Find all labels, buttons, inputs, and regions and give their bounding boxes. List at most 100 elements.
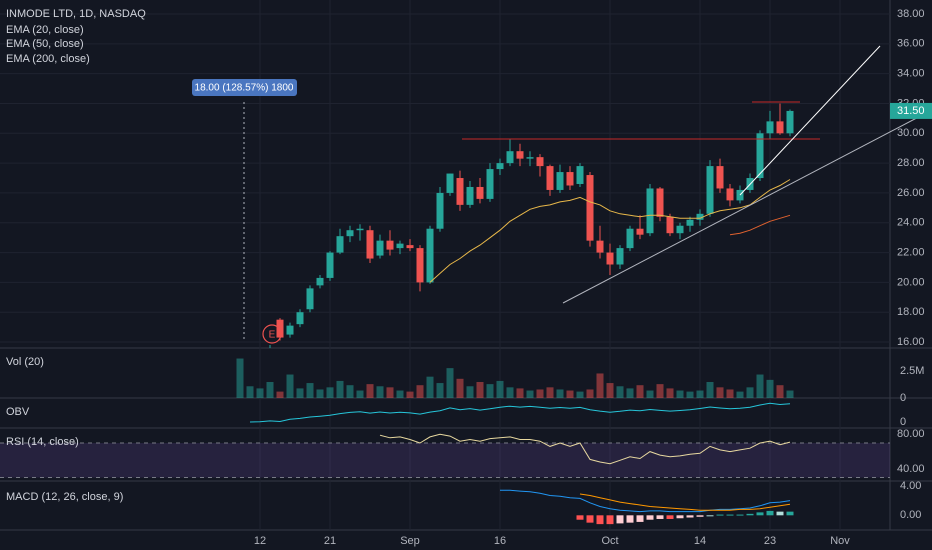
legend-entry: EMA (20, close) [6, 24, 84, 36]
candle-body [396, 243, 404, 249]
price-axis: 12 21 Sep 16 Oct 14 23 Nov 16.00 18.00 20.00 22.00 2… [254, 8, 932, 547]
y-tick-label: 34.00 [897, 68, 925, 80]
candle-body [776, 121, 784, 134]
volume-bar [306, 383, 314, 398]
candle-body [486, 169, 494, 199]
volume-bar [626, 388, 634, 398]
signal-line [579, 493, 791, 511]
candle-body [766, 121, 774, 134]
volume-bar [416, 385, 424, 398]
candle-body [566, 172, 574, 186]
candle-body [706, 166, 714, 214]
volume-bar [256, 388, 264, 398]
y-tick-label: 22.00 [897, 246, 925, 258]
volume-bar [356, 390, 364, 398]
candle-body [626, 228, 634, 249]
macd-histogram-bar [706, 515, 714, 517]
candle-body [686, 219, 694, 226]
candle-body [676, 225, 684, 234]
candle-body [376, 240, 384, 256]
ema-line [429, 179, 791, 283]
y-tick-label: 0 [900, 416, 906, 428]
candle-body [436, 192, 444, 229]
macd-histogram-bar [726, 514, 734, 516]
macd-histogram-bar [676, 515, 684, 519]
macd-histogram-bar [716, 514, 724, 516]
trend-line [739, 45, 881, 196]
volume-bar [376, 386, 384, 398]
volume-bar [236, 358, 244, 398]
macd-histogram-bar [686, 515, 694, 518]
volume-bar [506, 387, 514, 398]
candle-body [456, 178, 464, 205]
volume-bar [656, 384, 664, 398]
volume-bar [616, 386, 624, 398]
candle-body [346, 230, 354, 237]
candle-body [576, 166, 584, 184]
macd-histogram-bar [586, 515, 594, 523]
candle-body [406, 245, 414, 249]
volume-bar [686, 391, 694, 398]
volume-bar [556, 389, 564, 398]
macd-histogram-bar [576, 515, 584, 520]
pane-title: RSI (14, close) [6, 436, 79, 448]
macd-histogram-bar [736, 514, 744, 516]
volume-bar [436, 383, 444, 398]
macd-histogram-bar [756, 512, 764, 516]
volume-bar [446, 368, 454, 398]
y-tick-label: 18.00 [897, 306, 925, 318]
candle-body [536, 157, 544, 167]
candle-body [276, 319, 284, 338]
candle-body [656, 188, 664, 217]
macd-histogram-bar [766, 510, 774, 516]
pane-title: Vol (20) [6, 356, 44, 368]
candle-body [526, 157, 534, 159]
macd-histogram-bar [746, 513, 754, 516]
volume-bar [426, 376, 434, 398]
macd-histogram-bar [606, 515, 614, 525]
volume-bar [746, 387, 754, 398]
x-tick-label: Oct [601, 535, 618, 547]
macd-histogram-bar [666, 515, 674, 519]
volume-bar [716, 387, 724, 398]
volume-bar [766, 379, 774, 398]
y-tick-label: 0 [900, 392, 906, 404]
rsi-band [0, 442, 890, 478]
candle-body [516, 151, 524, 159]
volume-bar [276, 391, 284, 398]
x-tick-label: 21 [324, 535, 336, 547]
volume-bar [676, 390, 684, 398]
candle-body [716, 166, 724, 189]
candle-body [546, 166, 554, 190]
candle-body [666, 216, 674, 234]
candle-body [596, 240, 604, 253]
candle-body [506, 151, 514, 164]
measure-label: 18.00 (128.57%) 1800 [195, 83, 294, 94]
y-tick-label: 0.00 [900, 509, 921, 521]
candle-body [426, 228, 434, 283]
volume-bar [786, 390, 794, 398]
pane-title: MACD (12, 26, close, 9) [6, 491, 123, 503]
pane-title: OBV [6, 406, 30, 418]
volume-bar [606, 383, 614, 398]
volume-bar [366, 384, 374, 398]
volume-bar [466, 386, 474, 398]
candle-body [636, 228, 644, 235]
candle-body [306, 288, 314, 310]
volume-bar [566, 390, 574, 398]
earnings-marker[interactable] [262, 324, 282, 344]
candle-body [736, 189, 744, 201]
candle-body [616, 248, 624, 265]
indicator-panes [0, 358, 890, 525]
volume-bar [586, 389, 594, 398]
volume-bar [396, 390, 404, 398]
macd-histogram-bar [616, 515, 624, 524]
last-price-label: 31.50 [897, 105, 925, 117]
volume-bar [576, 391, 584, 398]
volume-bar [286, 374, 294, 398]
y-tick-label: 38.00 [897, 8, 925, 20]
volume-bar [266, 382, 274, 398]
volume-bar [296, 388, 304, 398]
earnings-label[interactable]: E [269, 330, 276, 341]
